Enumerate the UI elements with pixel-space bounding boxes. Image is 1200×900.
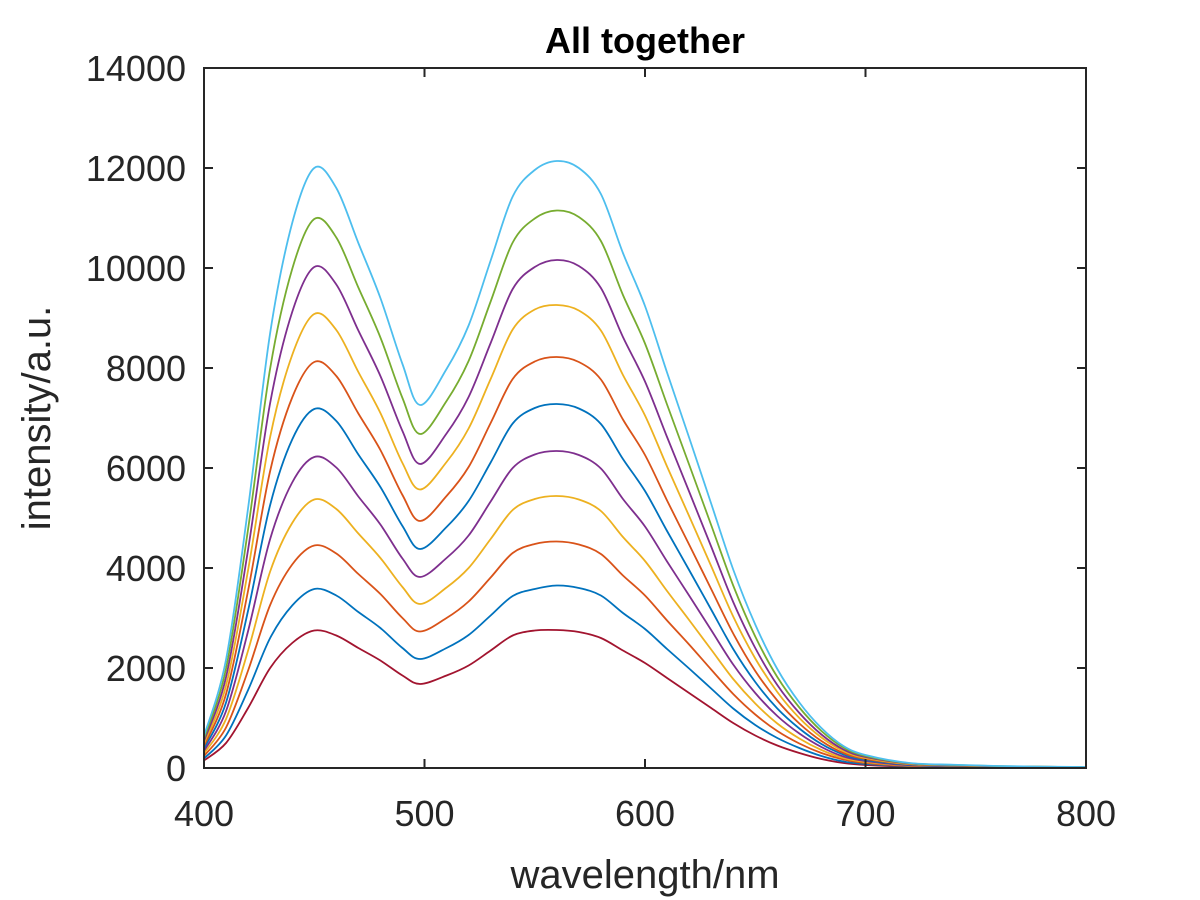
y-tick-label: 12000	[86, 148, 186, 189]
series-line-4	[203, 495, 1087, 769]
y-tick-labels: 0 2000 4000 6000 8000 10000 12000 14000	[86, 48, 186, 789]
chart-title: All together	[545, 20, 745, 61]
y-tick-label: 2000	[106, 648, 186, 689]
y-axis-label: intensity/a.u.	[15, 306, 59, 531]
series-group	[203, 160, 1087, 769]
x-tick-label: 500	[394, 793, 454, 834]
series-line-1	[203, 628, 1087, 769]
x-tick-label: 400	[174, 793, 234, 834]
y-tick-label: 10000	[86, 248, 186, 289]
x-tick-label: 600	[615, 793, 675, 834]
x-tick-labels: 400 500 600 700 800	[174, 793, 1116, 834]
series-line-2	[203, 584, 1087, 769]
plot-area	[204, 68, 1086, 768]
series-line-9	[203, 259, 1087, 769]
y-tick-label: 14000	[86, 48, 186, 89]
y-tick-label: 4000	[106, 548, 186, 589]
series-line-10	[203, 209, 1087, 768]
series-line-6	[203, 403, 1087, 769]
y-tick-label: 0	[166, 748, 186, 789]
x-tick-label: 700	[835, 793, 895, 834]
y-tick-label: 6000	[106, 448, 186, 489]
y-tick-label: 8000	[106, 348, 186, 389]
x-tick-label: 800	[1056, 793, 1116, 834]
series-line-7	[203, 356, 1087, 769]
series-line-3	[203, 540, 1087, 769]
series-line-5	[203, 450, 1087, 769]
axes-box	[203, 67, 1087, 769]
x-axis-label: wavelength/nm	[509, 853, 779, 897]
series-line-11	[203, 160, 1087, 768]
series-line-8	[203, 304, 1087, 769]
